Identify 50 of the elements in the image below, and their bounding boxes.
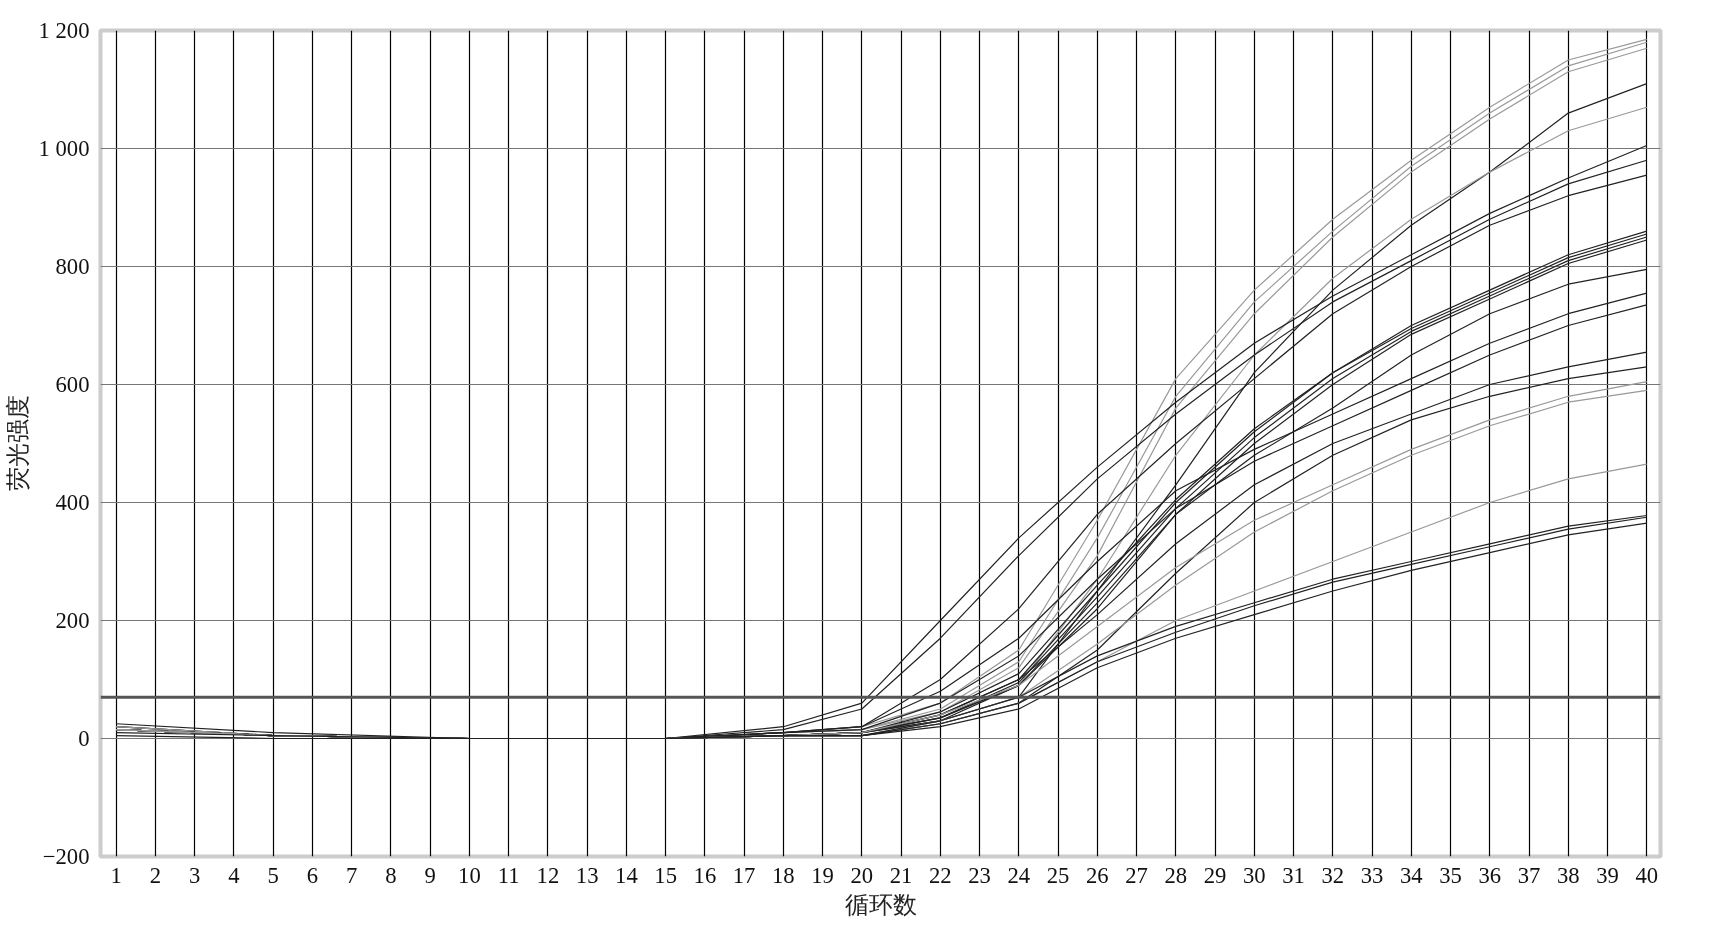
x-tick-label: 11 — [497, 862, 520, 888]
x-tick-label: 34 — [1399, 862, 1423, 888]
x-tick-label: 24 — [1007, 862, 1031, 888]
x-tick-label: 33 — [1360, 862, 1384, 888]
x-axis-title: 循环数 — [844, 890, 917, 918]
y-tick-label: 400 — [55, 490, 90, 515]
x-tick-label: 40 — [1635, 862, 1659, 888]
x-tick-label: 4 — [228, 862, 240, 888]
x-tick-label: 38 — [1556, 862, 1580, 888]
x-tick-label: 2 — [149, 862, 162, 888]
x-tick-label: 18 — [772, 862, 795, 888]
x-tick-label: 25 — [1046, 862, 1070, 888]
x-tick-label: 14 — [615, 862, 638, 888]
y-tick-label: 800 — [55, 254, 90, 279]
x-tick-label: 12 — [536, 862, 560, 888]
x-tick-label: 28 — [1164, 862, 1188, 888]
x-tick-label: 30 — [1242, 862, 1266, 888]
x-tick-label: 22 — [929, 862, 952, 888]
x-tick-label: 7 — [346, 862, 358, 888]
x-tick-label: 10 — [458, 862, 481, 888]
x-tick-label: 3 — [189, 862, 201, 888]
x-tick-label: 8 — [385, 862, 397, 888]
x-tick-label: 27 — [1125, 862, 1148, 888]
x-tick-label: 9 — [424, 862, 436, 888]
x-tick-label: 17 — [732, 862, 756, 888]
x-tick-label: 13 — [575, 862, 599, 888]
x-tick-label: 1 — [110, 862, 122, 888]
x-tick-label: 31 — [1282, 862, 1305, 888]
y-tick-label: 1 000 — [38, 136, 90, 161]
x-tick-label: 16 — [693, 862, 717, 888]
x-tick-label: 36 — [1478, 862, 1502, 888]
x-tick-label: 39 — [1596, 862, 1619, 888]
x-tick-label: 29 — [1203, 862, 1227, 888]
x-tick-label: 6 — [306, 862, 319, 888]
x-tick-label: 19 — [811, 862, 834, 888]
x-tick-label: 20 — [850, 862, 874, 888]
x-tick-label: 5 — [267, 862, 279, 888]
x-tick-label: 32 — [1321, 862, 1345, 888]
y-tick-label: 200 — [55, 608, 90, 633]
y-tick-label: 0 — [78, 726, 90, 751]
x-tick-label: 23 — [968, 862, 991, 888]
y-axis-title: 荧光强度 — [3, 395, 31, 492]
x-tick-label: 15 — [654, 862, 677, 888]
y-tick-label: −200 — [42, 844, 90, 869]
x-tick-label: 21 — [889, 862, 913, 888]
x-tick-label: 37 — [1517, 862, 1541, 888]
x-tick-label: 35 — [1439, 862, 1462, 888]
x-tick-label: 26 — [1086, 862, 1109, 888]
y-tick-label: 600 — [55, 372, 90, 397]
y-tick-label: 1 200 — [38, 18, 90, 43]
